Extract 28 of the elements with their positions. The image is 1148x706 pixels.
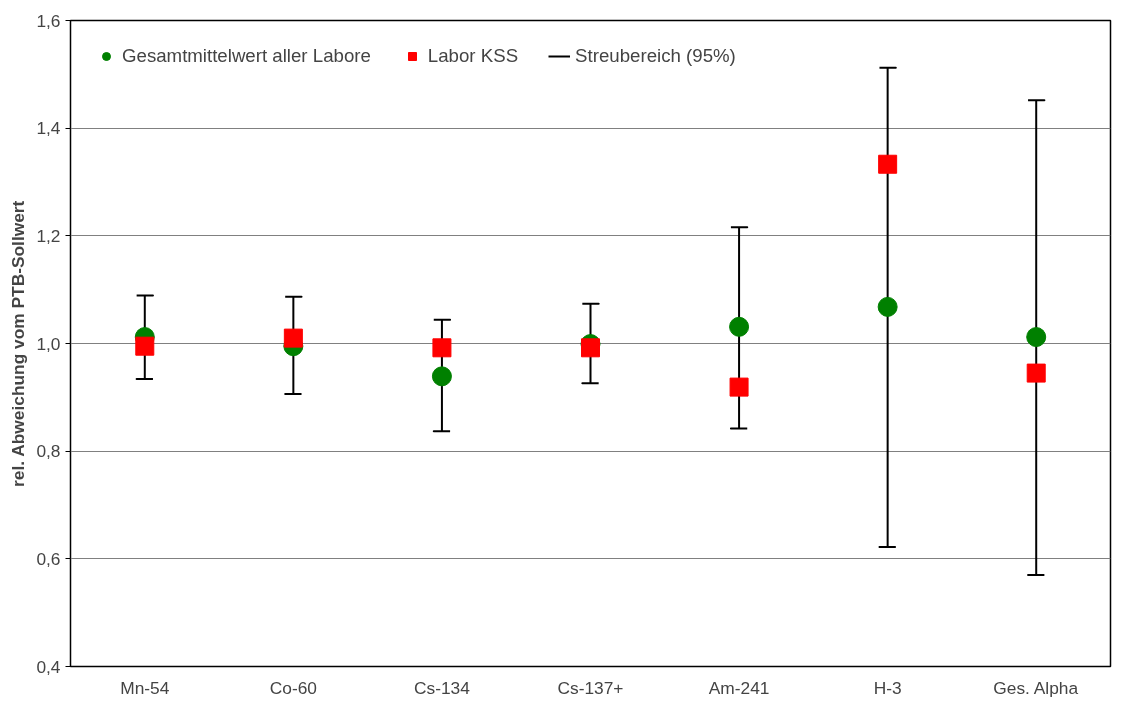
legend-label: Labor KSS — [427, 45, 519, 67]
y-tick-label: 0,6 — [36, 548, 61, 569]
y-axis-title: rel. Abweichung vom PTB-Sollwert — [8, 200, 29, 487]
x-tick-label: Am-241 — [708, 677, 770, 698]
point — [1026, 327, 1047, 348]
point — [729, 316, 750, 337]
x-tick-label: Co-60 — [269, 677, 317, 698]
y-tick-label: 1,2 — [36, 225, 61, 246]
y-tick-label: 1,0 — [36, 333, 61, 354]
point — [432, 338, 452, 358]
point — [878, 154, 898, 174]
y-tick-label: 0,4 — [36, 656, 61, 677]
y-tick-label: 1,4 — [36, 118, 61, 139]
annotation: Streubereich (95%) — [575, 45, 736, 67]
point — [283, 328, 303, 348]
x-tick-label: Cs-134 — [414, 677, 471, 698]
legend-label: Gesamtmittelwert aller Labore — [122, 45, 371, 67]
x-tick-label: Mn-54 — [120, 677, 170, 698]
point — [729, 377, 749, 397]
x-tick-label: Cs-137+ — [557, 677, 624, 698]
x-tick-label: H-3 — [873, 677, 902, 698]
y-tick-label: 1,6 — [36, 10, 61, 31]
x-tick-label: Ges. Alpha — [993, 677, 1079, 698]
point — [431, 366, 452, 387]
y-tick-label: 0,8 — [36, 441, 61, 462]
point — [135, 336, 155, 356]
point — [877, 296, 898, 317]
point — [1026, 363, 1046, 383]
